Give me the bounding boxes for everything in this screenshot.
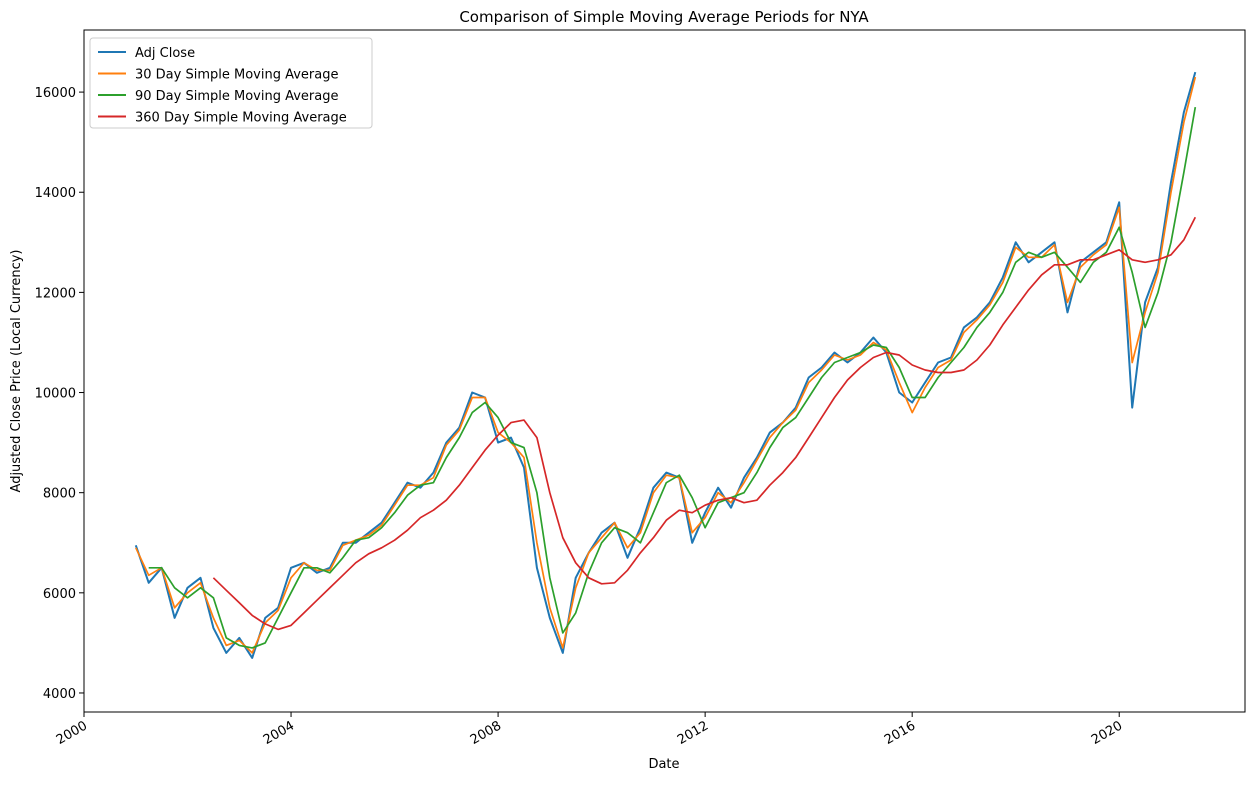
y-tick-label: 8000 [43, 487, 76, 502]
x-tick-label: 2004 [261, 718, 297, 748]
x-axis-label: Date [648, 757, 679, 772]
plot-frame [83, 29, 1246, 713]
y-tick-label: 4000 [43, 687, 76, 702]
x-tick-label: 2016 [882, 718, 918, 748]
x-tick-label: 2012 [675, 718, 711, 748]
y-tick-label: 6000 [43, 587, 76, 602]
legend-frame [89, 37, 373, 129]
legend: Adj Close 30 Day Simple Moving Average 90 … [89, 37, 373, 129]
y-tick-label: 16000 [35, 86, 76, 101]
legend-label: 360 Day Simple Moving Average [135, 111, 347, 126]
y-axis-label: Adjusted Close Price (Local Currency) [9, 250, 24, 493]
x-tick-label: 2008 [468, 718, 504, 748]
legend-label: 90 Day Simple Moving Average [135, 89, 338, 104]
legend-label: 30 Day Simple Moving Average [135, 68, 338, 83]
y-tick-label: 14000 [35, 186, 76, 201]
legend-label: Adj Close [135, 46, 195, 61]
series-line [212, 216, 1197, 631]
series-line [148, 106, 1197, 649]
y-tick-label: 12000 [35, 286, 76, 301]
y-tick-label: 10000 [35, 387, 76, 402]
series-line [134, 71, 1197, 659]
x-tick-label: 2000 [54, 718, 90, 748]
x-tick-label: 2020 [1089, 718, 1125, 748]
chart-title: Comparison of Simple Moving Average Peri… [459, 8, 869, 26]
